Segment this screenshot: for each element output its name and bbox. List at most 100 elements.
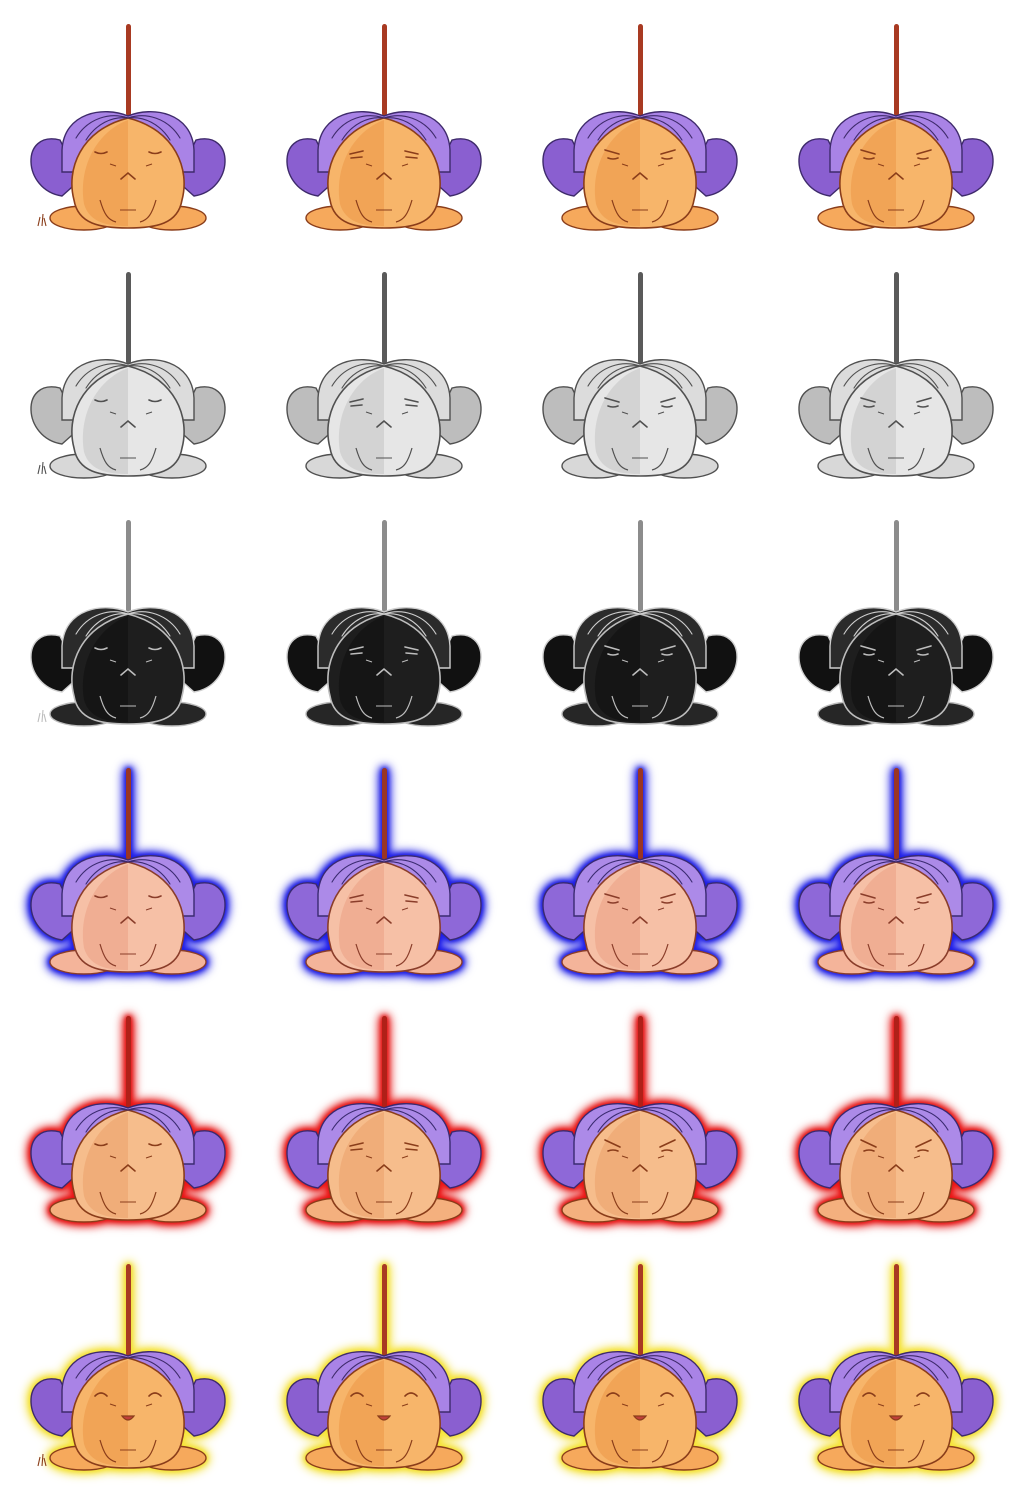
sprite-canvas [542, 768, 738, 975]
cheek-right [145, 1155, 153, 1159]
body-shade [338, 368, 384, 474]
stem [126, 768, 131, 860]
mouth [632, 171, 648, 180]
mouth [120, 171, 136, 180]
mouth [120, 419, 136, 428]
leg-left [355, 1439, 373, 1463]
mouth [632, 667, 648, 676]
sprite [30, 1016, 226, 1223]
hair-strands [587, 363, 693, 389]
sprite [542, 520, 738, 727]
body-shade [82, 120, 128, 226]
sprite [30, 272, 226, 479]
stem [382, 768, 387, 860]
sprite [286, 520, 482, 727]
leg-left [99, 1191, 117, 1215]
hair-left-lobe [30, 1130, 81, 1189]
stem [894, 272, 899, 364]
hair-strands [75, 611, 181, 637]
sprite [798, 1016, 994, 1223]
sprite-frame [512, 744, 768, 992]
sprite [30, 768, 226, 975]
mouth [376, 419, 392, 428]
hair-strands [75, 859, 181, 885]
leg-right [139, 199, 157, 223]
hair-left-lobe [286, 386, 337, 445]
mouth [632, 419, 648, 428]
hair-right-lobe [175, 882, 226, 941]
leg-right [395, 943, 413, 967]
sprite-frame [256, 0, 512, 248]
cheek-right [913, 1403, 921, 1407]
leg-left [355, 447, 373, 471]
face [94, 151, 162, 180]
mouth [888, 419, 904, 428]
hair-right-lobe [175, 1130, 226, 1189]
leg-right [139, 447, 157, 471]
leg-right [139, 1191, 157, 1215]
cheek-left [109, 1155, 117, 1159]
cheek-right [657, 411, 665, 415]
cheek-left [877, 1403, 885, 1407]
cheek-right [657, 1155, 665, 1159]
hair-left-lobe [30, 882, 81, 941]
mouth [120, 915, 136, 924]
sprite [286, 1016, 482, 1223]
sprite-canvas [798, 1016, 994, 1223]
cheek-left [877, 907, 885, 911]
stem [382, 24, 387, 116]
leg-right [651, 199, 669, 223]
mouth [376, 1415, 392, 1421]
face [860, 893, 932, 924]
sprite-frame [512, 248, 768, 496]
cheek-right [657, 163, 665, 167]
sprite-canvas [798, 768, 994, 975]
sprite [286, 768, 482, 975]
body-shade [82, 864, 128, 970]
body-shade [850, 1112, 896, 1218]
sprite-frame [512, 496, 768, 744]
sprite-canvas [286, 520, 482, 727]
mouth [376, 915, 392, 924]
eyes [349, 1142, 419, 1151]
hair-right-lobe [943, 634, 994, 693]
grass-tuft [37, 709, 47, 723]
stem [638, 24, 643, 116]
grass-tuft [37, 213, 47, 227]
hair-left-lobe [542, 1378, 593, 1437]
hair-left-lobe [286, 1130, 337, 1189]
hair-right-lobe [431, 386, 482, 445]
eyes [94, 1392, 162, 1397]
leg-right [907, 1191, 925, 1215]
cheek-left [109, 411, 117, 415]
sprite-canvas [798, 272, 994, 479]
sprite-frame [256, 1240, 512, 1488]
stem [638, 768, 643, 860]
cheek-right [657, 907, 665, 911]
eyes [349, 646, 419, 655]
leg-left [611, 695, 629, 719]
hair-right-lobe [687, 1378, 738, 1437]
sprite [798, 24, 994, 231]
leg-right [139, 1439, 157, 1463]
hair-right-lobe [687, 1130, 738, 1189]
leg-left [355, 695, 373, 719]
hair-left-lobe [798, 138, 849, 197]
hair-left-lobe [798, 386, 849, 445]
eyes [94, 647, 162, 651]
sprite-frame [768, 496, 1024, 744]
cheek-right [401, 907, 409, 911]
hair-left-lobe [30, 138, 81, 197]
leg-left [867, 695, 885, 719]
cheek-left [365, 1403, 373, 1407]
stem [638, 520, 643, 612]
body-shade [594, 120, 640, 226]
face [349, 894, 419, 924]
body-shade [338, 120, 384, 226]
sprite-canvas [286, 24, 482, 231]
leg-right [651, 943, 669, 967]
hair-strands [75, 1355, 181, 1381]
cheek-right [145, 163, 153, 167]
cheek-left [621, 1403, 629, 1407]
hair-strands [587, 1355, 693, 1381]
